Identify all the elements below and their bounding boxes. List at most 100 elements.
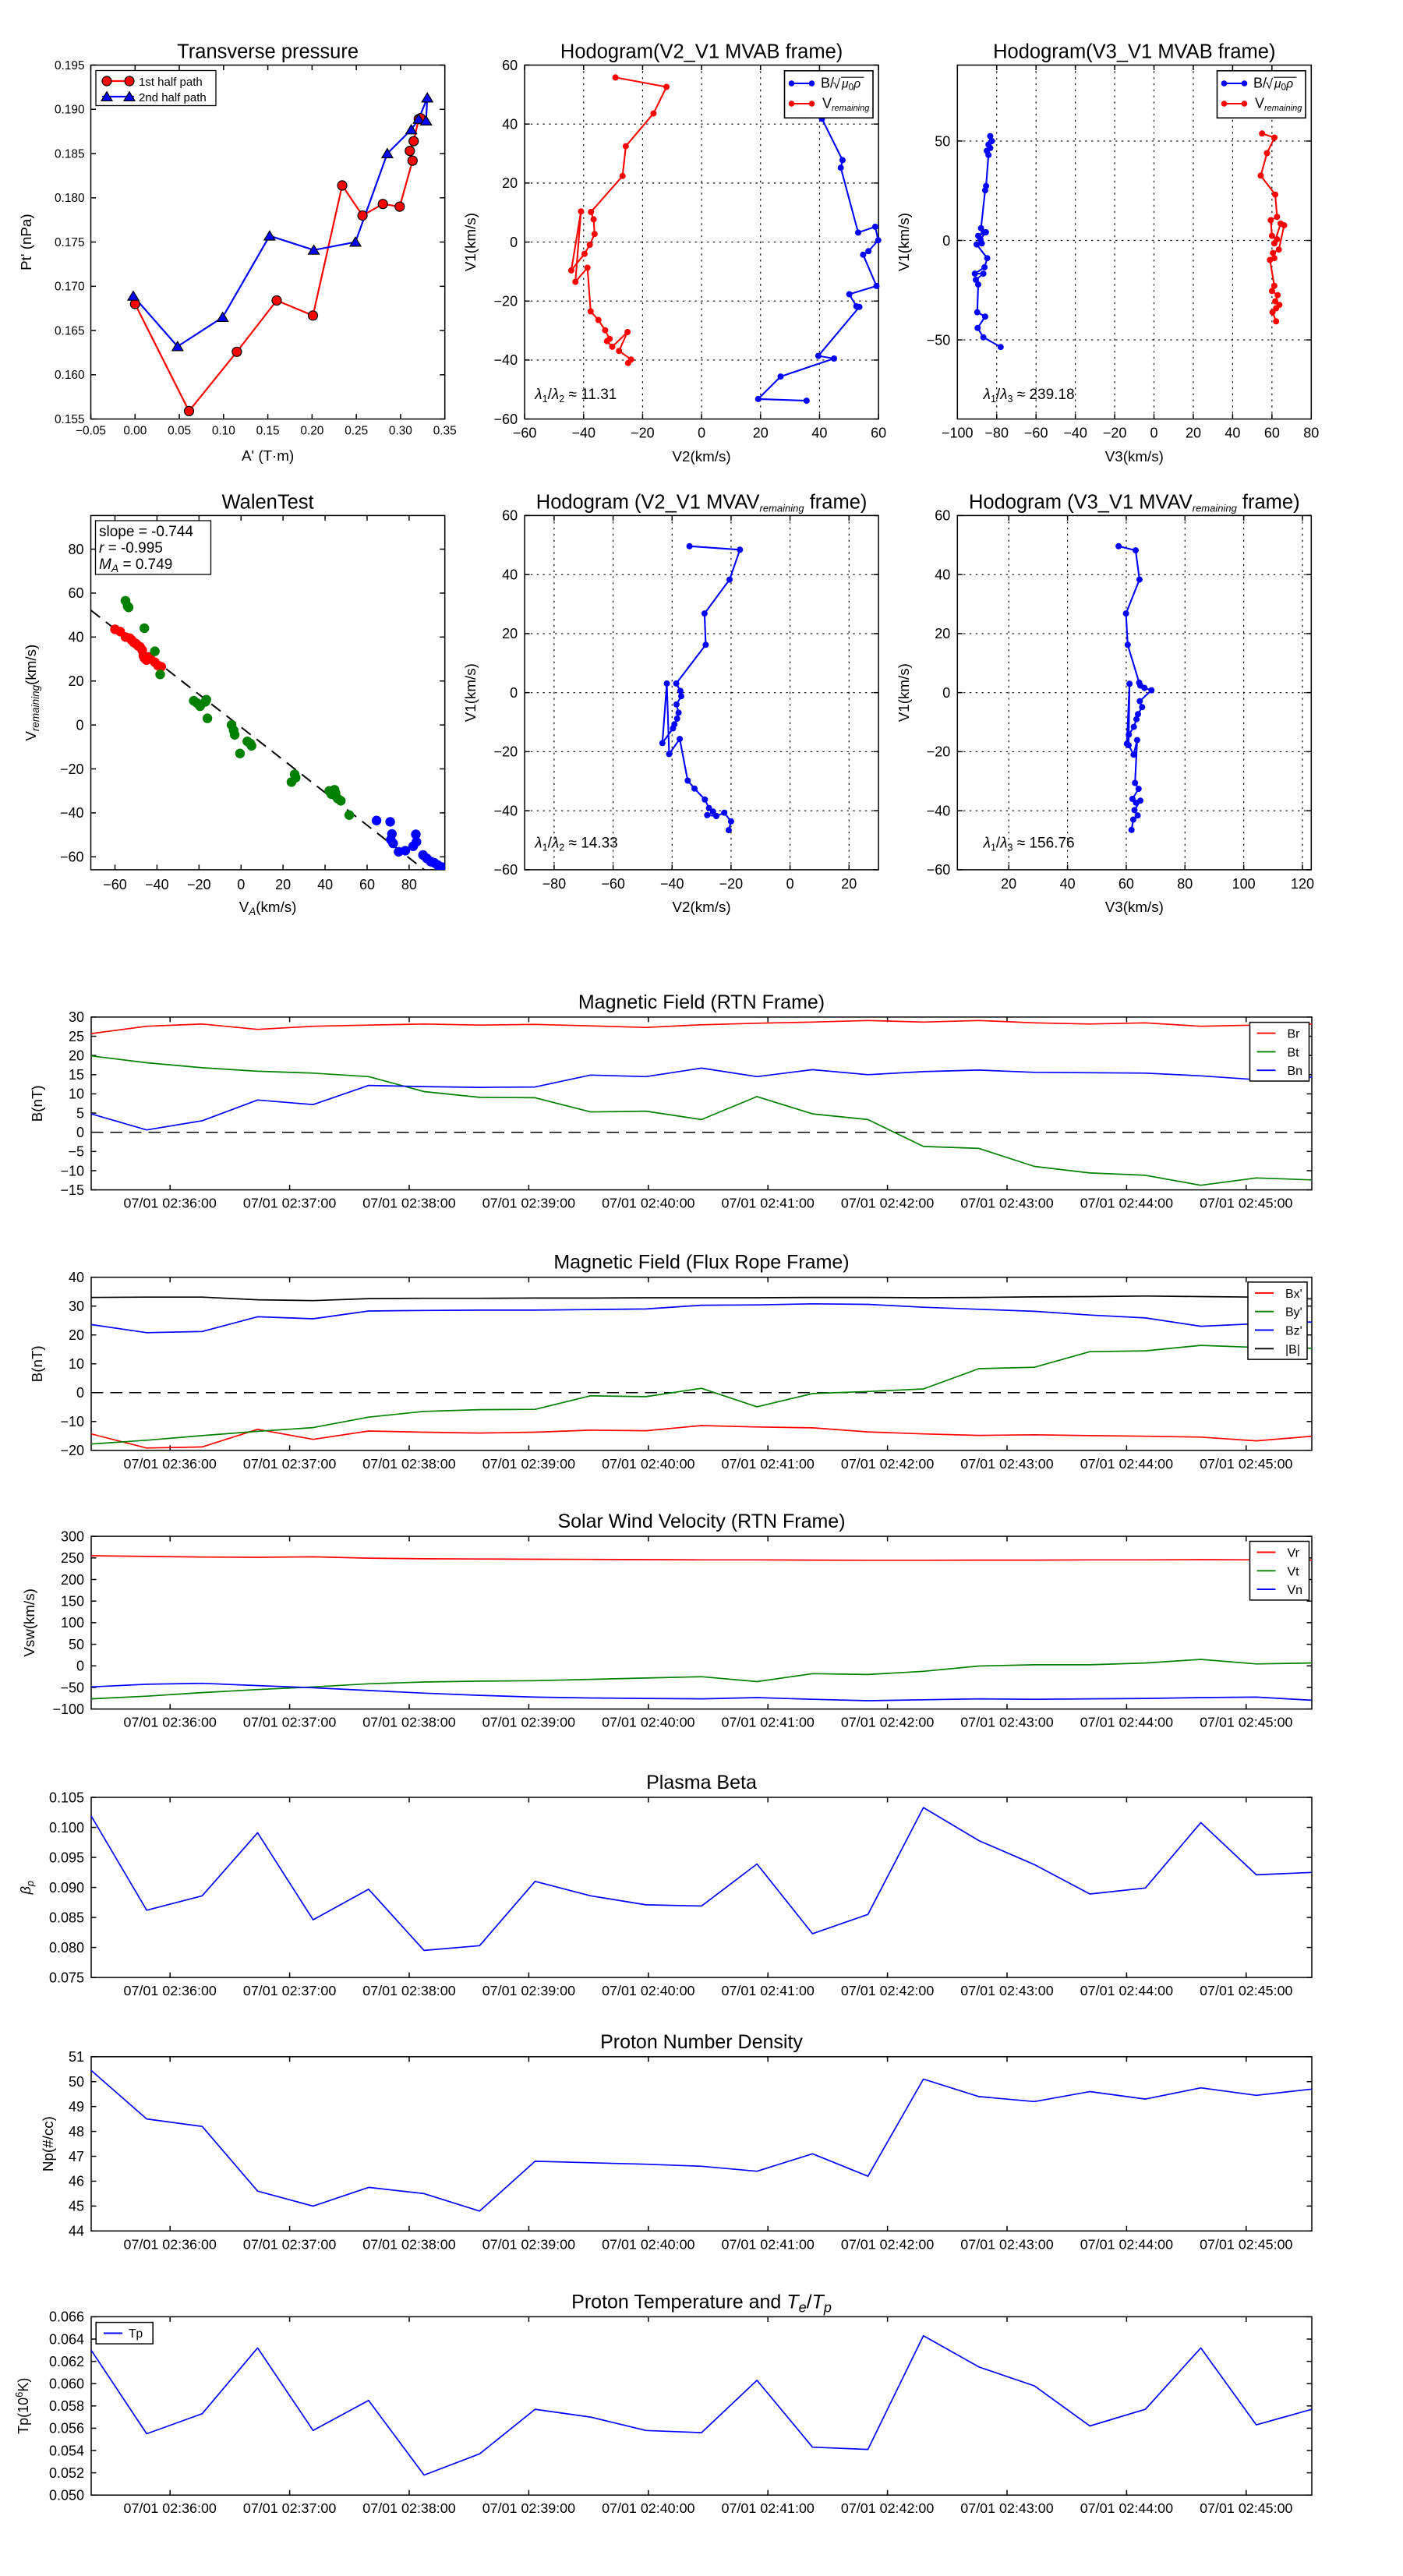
svg-text:MA = 0.749: MA = 0.749 [99, 557, 172, 574]
svg-text:51: 51 [69, 2049, 84, 2065]
svg-text:Tp: Tp [129, 2327, 143, 2341]
svg-text:0.05: 0.05 [168, 425, 191, 438]
svg-text:0.105: 0.105 [49, 1790, 84, 1805]
svg-text:Hodogram (V3_V1 MVAVremaining: Hodogram (V3_V1 MVAVremaining frame) [969, 492, 1300, 514]
svg-text:Proton Number Density: Proton Number Density [600, 2031, 803, 2053]
svg-text:07/01 02:45:00: 07/01 02:45:00 [1200, 1983, 1292, 1998]
svg-text:Hodogram (V2_V1 MVAVremaining: Hodogram (V2_V1 MVAVremaining frame) [536, 492, 868, 514]
svg-text:0.180: 0.180 [55, 192, 85, 205]
svg-text:V1(km/s): V1(km/s) [896, 663, 912, 722]
svg-text:1st half path: 1st half path [139, 76, 203, 89]
svg-text:−20: −20 [494, 744, 518, 760]
svg-text:−40: −40 [572, 426, 596, 441]
svg-text:−80: −80 [984, 426, 1009, 441]
svg-text:60: 60 [935, 508, 950, 524]
svg-text:−20: −20 [631, 426, 655, 441]
svg-text:−20: −20 [927, 744, 951, 760]
svg-text:0.095: 0.095 [49, 1850, 84, 1865]
svg-text:Br: Br [1288, 1028, 1301, 1041]
svg-text:−40: −40 [927, 804, 951, 819]
svg-text:07/01 02:43:00: 07/01 02:43:00 [960, 2236, 1053, 2252]
svg-text:0.062: 0.062 [49, 2354, 84, 2369]
svg-text:07/01 02:40:00: 07/01 02:40:00 [602, 1456, 694, 1472]
svg-text:0: 0 [76, 1125, 84, 1140]
svg-text:07/01 02:44:00: 07/01 02:44:00 [1080, 2236, 1173, 2252]
svg-text:−50: −50 [60, 1680, 84, 1695]
svg-text:−20: −20 [60, 1443, 84, 1458]
svg-text:40: 40 [69, 1270, 84, 1285]
svg-text:07/01 02:44:00: 07/01 02:44:00 [1080, 2500, 1173, 2516]
svg-text:40: 40 [502, 117, 518, 133]
svg-text:20: 20 [753, 426, 769, 441]
svg-text:−5: −5 [68, 1144, 84, 1160]
svg-text:0.060: 0.060 [49, 2376, 84, 2392]
svg-text:2nd half path: 2nd half path [139, 91, 207, 104]
svg-text:−60: −60 [513, 426, 537, 441]
svg-text:07/01 02:45:00: 07/01 02:45:00 [1200, 1196, 1292, 1211]
svg-text:20: 20 [502, 626, 518, 641]
svg-text:07/01 02:43:00: 07/01 02:43:00 [960, 1715, 1053, 1730]
svg-text:0: 0 [76, 717, 83, 733]
svg-text:250: 250 [61, 1550, 84, 1566]
svg-text:07/01 02:40:00: 07/01 02:40:00 [602, 1715, 694, 1730]
svg-text:100: 100 [1232, 876, 1256, 892]
svg-text:0: 0 [510, 685, 518, 701]
svg-text:0.20: 0.20 [300, 425, 323, 438]
svg-text:07/01 02:45:00: 07/01 02:45:00 [1200, 1456, 1292, 1472]
svg-text:40: 40 [1225, 426, 1240, 441]
svg-text:−15: −15 [60, 1182, 84, 1198]
svg-text:07/01 02:38:00: 07/01 02:38:00 [362, 2500, 455, 2516]
svg-text:0.155: 0.155 [55, 413, 85, 426]
svg-text:−20: −20 [494, 294, 518, 309]
svg-text:−60: −60 [60, 850, 84, 865]
svg-text:WalenTest: WalenTest [222, 492, 314, 514]
svg-text:−60: −60 [1024, 426, 1048, 441]
svg-text:V1(km/s): V1(km/s) [462, 213, 479, 271]
svg-text:0.35: 0.35 [433, 425, 457, 438]
svg-text:−40: −40 [660, 876, 684, 892]
svg-text:120: 120 [1291, 876, 1314, 892]
svg-text:−40: −40 [60, 805, 84, 821]
svg-text:80: 80 [1177, 876, 1193, 892]
svg-text:0.054: 0.054 [49, 2443, 84, 2458]
svg-text:07/01 02:44:00: 07/01 02:44:00 [1080, 1983, 1173, 1998]
svg-text:B/: B/ [821, 76, 834, 91]
svg-text:15: 15 [69, 1067, 84, 1083]
svg-text:60: 60 [502, 58, 518, 73]
svg-text:−60: −60 [494, 412, 518, 427]
svg-text:−10: −10 [60, 1163, 84, 1178]
svg-text:Magnetic Field (RTN Frame): Magnetic Field (RTN Frame) [578, 991, 825, 1013]
svg-text:−40: −40 [1063, 426, 1087, 441]
svg-text:Tp(106K): Tp(106K) [13, 2378, 31, 2434]
svg-text:07/01 02:40:00: 07/01 02:40:00 [602, 2500, 694, 2516]
svg-text:λ1/λ2 ≈ 14.33: λ1/λ2 ≈ 14.33 [534, 836, 617, 853]
svg-text:Proton Temperature and Te/Tp: Proton Temperature and Te/Tp [571, 2291, 832, 2315]
svg-text:25: 25 [69, 1029, 84, 1044]
svg-text:07/01 02:41:00: 07/01 02:41:00 [722, 2500, 815, 2516]
svg-text:20: 20 [841, 876, 857, 892]
svg-text:07/01 02:41:00: 07/01 02:41:00 [722, 1196, 815, 1211]
svg-text:07/01 02:37:00: 07/01 02:37:00 [243, 1196, 336, 1211]
svg-text:Vr: Vr [1288, 1547, 1300, 1560]
svg-text:07/01 02:40:00: 07/01 02:40:00 [602, 1196, 694, 1211]
svg-text:μ0ρ: μ0ρ [841, 78, 861, 93]
svg-text:40: 40 [68, 630, 83, 645]
svg-text:|B|: |B| [1285, 1343, 1300, 1356]
svg-text:80: 80 [401, 877, 417, 892]
svg-text:Plasma Beta: Plasma Beta [646, 1772, 757, 1793]
svg-text:45: 45 [69, 2199, 84, 2214]
svg-text:0.056: 0.056 [49, 2421, 84, 2436]
svg-text:0.170: 0.170 [55, 281, 85, 294]
svg-text:0.066: 0.066 [49, 2309, 84, 2325]
svg-text:49: 49 [69, 2099, 84, 2115]
svg-text:07/01 02:42:00: 07/01 02:42:00 [841, 1196, 934, 1211]
svg-text:07/01 02:45:00: 07/01 02:45:00 [1200, 2236, 1292, 2252]
svg-text:VA(km/s): VA(km/s) [239, 899, 297, 917]
svg-text:0.080: 0.080 [49, 1940, 84, 1956]
svg-text:40: 40 [502, 567, 518, 582]
svg-text:r = -0.995: r = -0.995 [99, 540, 163, 557]
svg-text:0.30: 0.30 [389, 425, 412, 438]
svg-text:V2(km/s): V2(km/s) [673, 899, 731, 915]
svg-text:−20: −20 [719, 876, 744, 892]
svg-text:07/01 02:42:00: 07/01 02:42:00 [841, 1983, 934, 1998]
